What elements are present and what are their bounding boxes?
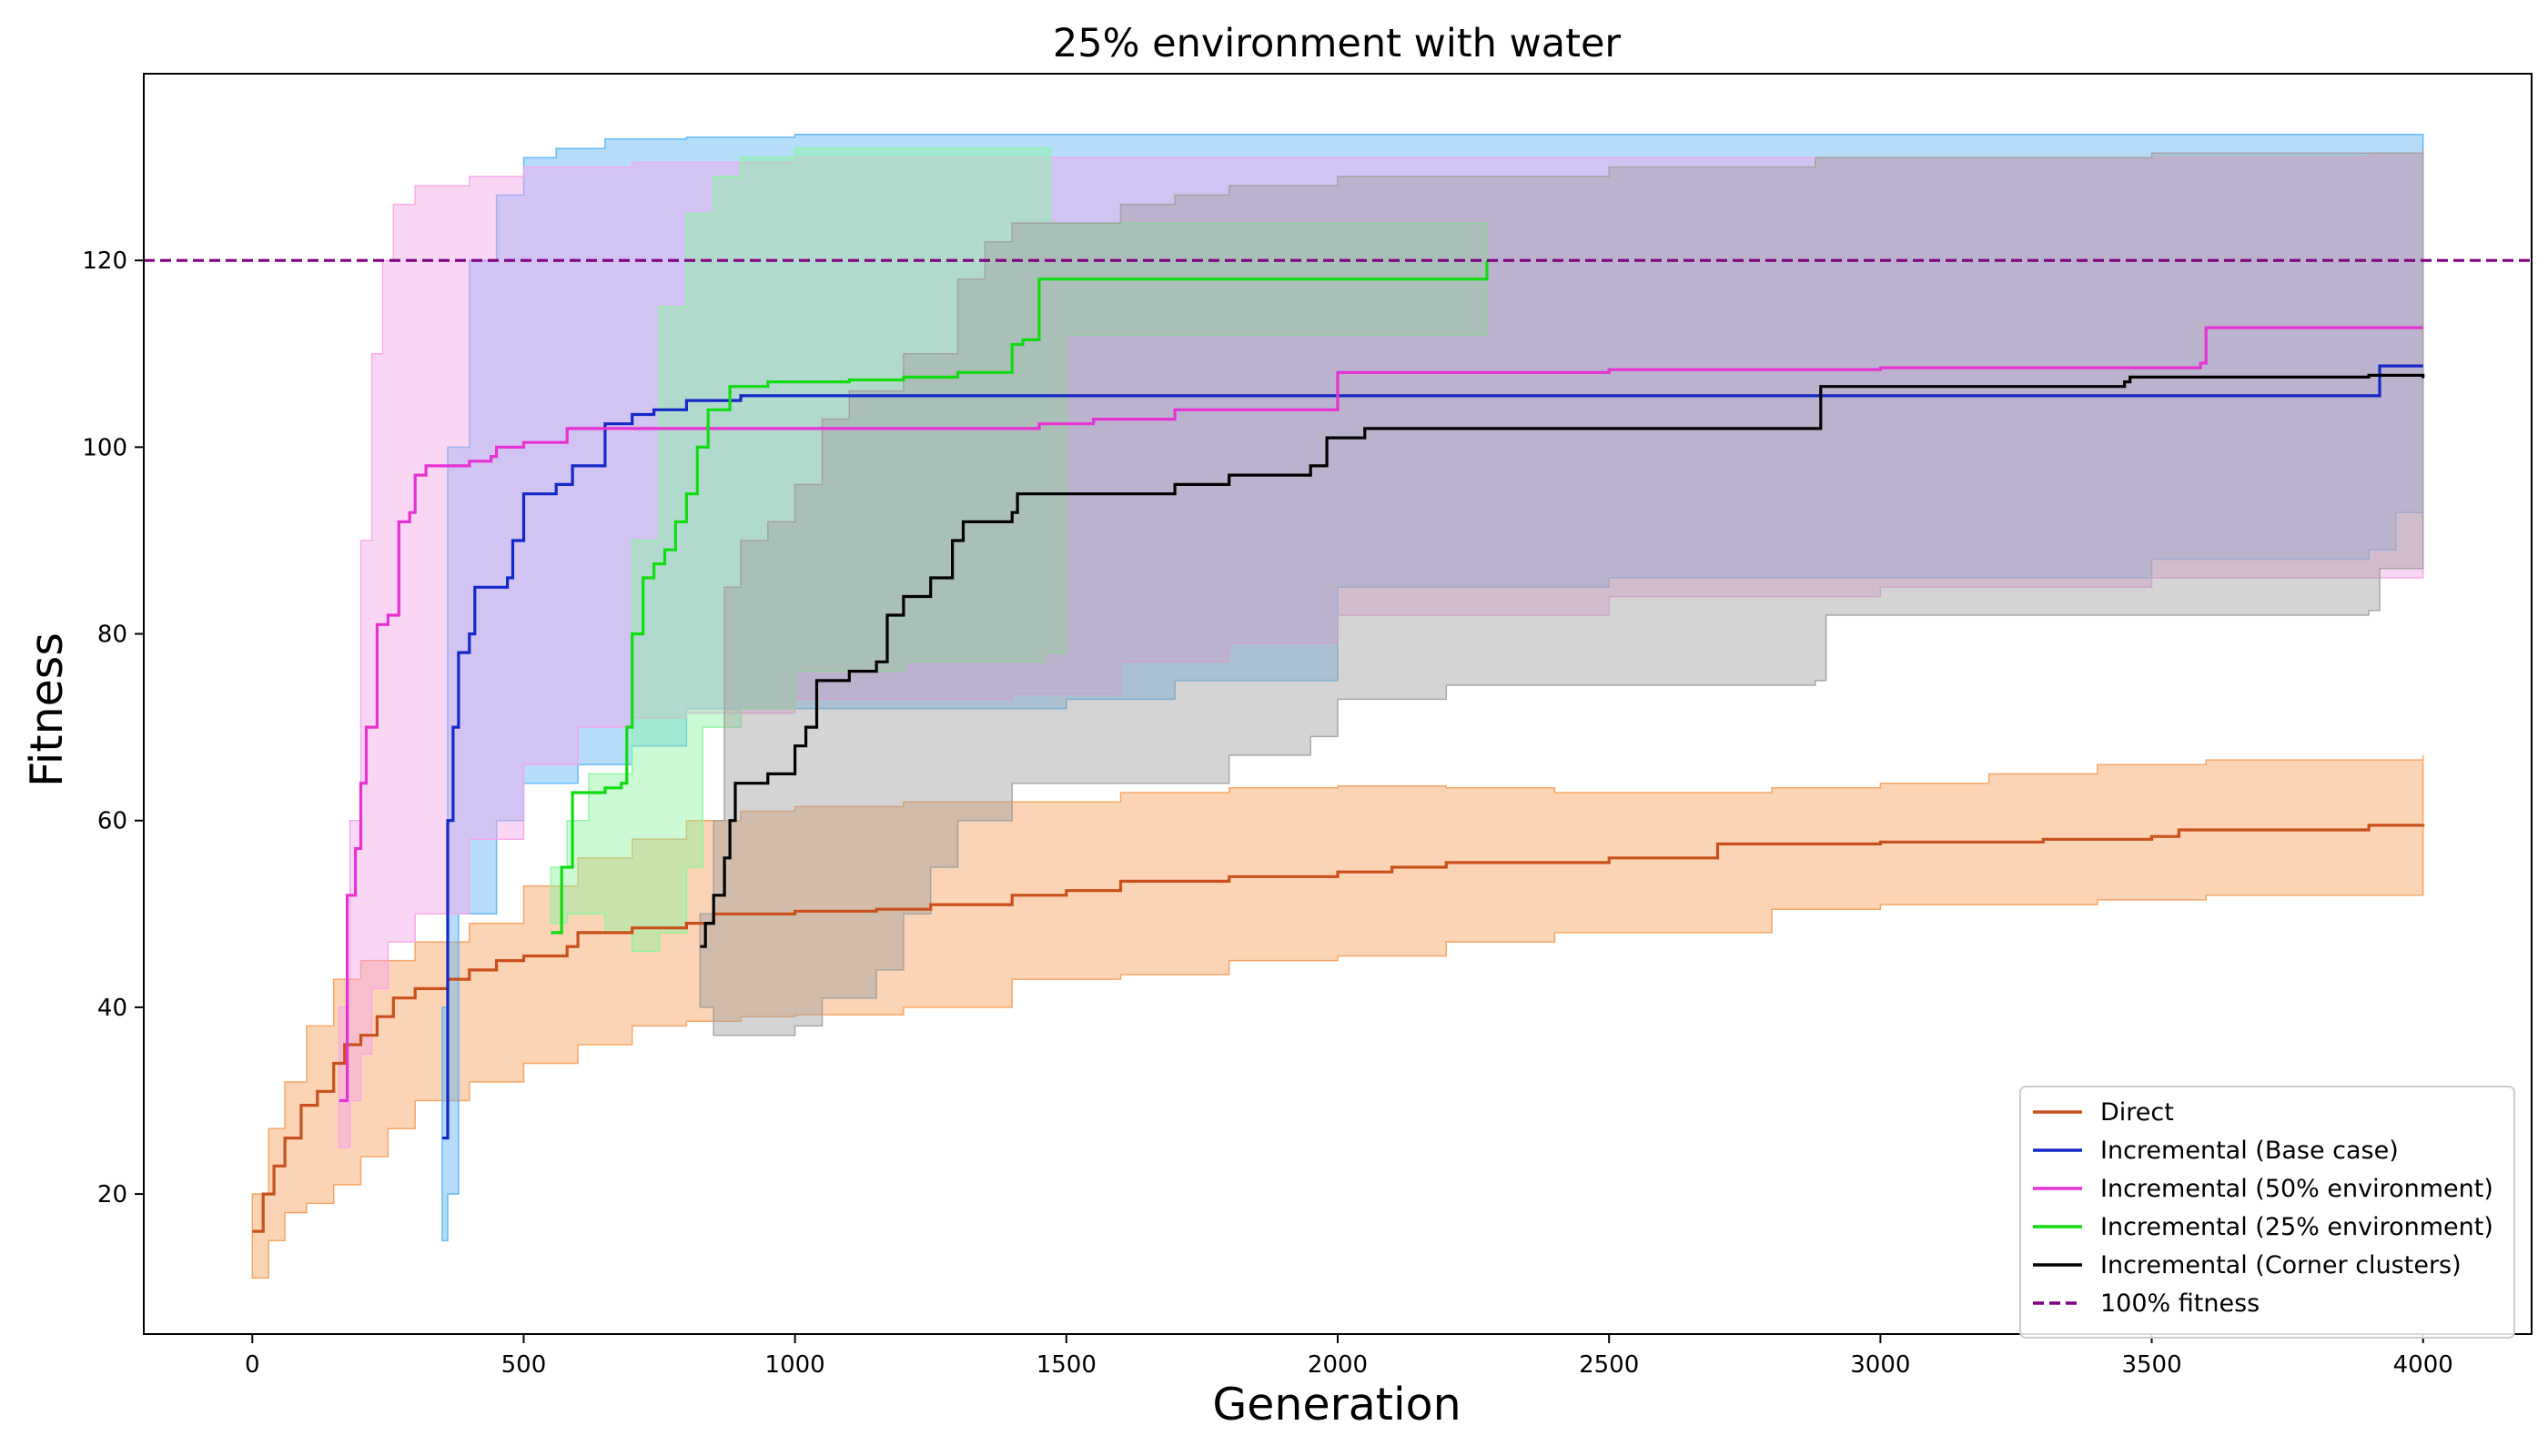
x-tick-label: 0	[245, 1351, 260, 1379]
x-tick-label: 2000	[1308, 1351, 1368, 1379]
y-axis-ticks: 20 40 60 80 100 120	[82, 248, 144, 1208]
y-tick-label: 60	[97, 808, 127, 835]
y-tick-label: 20	[97, 1181, 127, 1208]
legend-label-incremental-corner-clusters: Incremental (Corner clusters)	[2100, 1251, 2462, 1279]
band-incremental-50-environment	[338, 148, 2424, 1148]
band-incremental-corner-clusters	[699, 148, 2424, 1036]
y-tick-label: 80	[97, 622, 127, 649]
chart-title: 25% environment with water	[1053, 21, 1621, 66]
line-incremental-50-environment	[339, 326, 2423, 1103]
legend: Direct Incremental (Base case) Incremental…	[2019, 1086, 2515, 1339]
series-lines	[252, 260, 2425, 1233]
x-axis-label: Generation	[1212, 1379, 1461, 1431]
legend-label-100-fitness: 100% fitness	[2100, 1289, 2260, 1318]
line-incremental-corner-clusters	[700, 373, 2425, 948]
legend-box	[2019, 1086, 2515, 1339]
legend-label-incremental-50-environment: Incremental (50% environment)	[2100, 1175, 2493, 1203]
band-direct	[251, 754, 2424, 1279]
line-incremental-base-case	[442, 364, 2423, 1140]
line-incremental-25-environment	[551, 260, 1489, 935]
x-tick-label: 1000	[765, 1351, 825, 1379]
x-tick-label: 500	[501, 1351, 547, 1379]
line-direct	[252, 824, 2425, 1233]
y-tick-label: 40	[97, 995, 127, 1022]
x-tick-label: 2500	[1579, 1351, 1639, 1379]
x-tick-label: 4000	[2393, 1351, 2453, 1379]
y-tick-label: 100	[82, 434, 127, 461]
legend-label-direct: Direct	[2100, 1098, 2174, 1127]
x-tick-label: 3000	[1850, 1351, 1910, 1379]
x-tick-label: 3500	[2121, 1351, 2181, 1379]
x-axis-ticks: 0 500 1000 1500 2000 2500 3000 3500 4000	[245, 1334, 2453, 1379]
legend-label-incremental-25-environment: Incremental (25% environment)	[2100, 1213, 2493, 1241]
band-incremental-25-environment	[550, 147, 1488, 953]
y-tick-label: 120	[82, 248, 127, 275]
legend-label-incremental-base-case: Incremental (Base case)	[2100, 1137, 2399, 1165]
x-tick-label: 1500	[1036, 1351, 1097, 1379]
confidence-bands	[251, 133, 2424, 1279]
y-axis-label: Fitness	[21, 632, 73, 787]
